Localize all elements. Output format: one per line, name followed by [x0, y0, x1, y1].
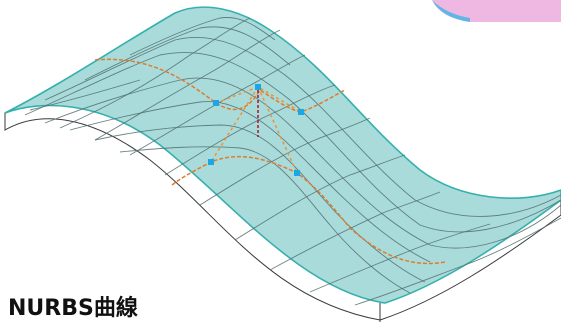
control-point-lower-right-icon[interactable]	[294, 170, 300, 176]
control-point-lower-left-icon[interactable]	[208, 159, 214, 165]
surface-grid-cross	[29, 17, 561, 306]
corner-accent	[432, 0, 561, 22]
control-point-right-icon[interactable]	[298, 109, 304, 115]
control-point-left-icon[interactable]	[213, 100, 219, 106]
control-point-top-icon[interactable]	[255, 84, 261, 90]
surface-grid	[24, 17, 561, 294]
diagram-caption: NURBS曲線	[8, 296, 138, 321]
control-points	[208, 84, 304, 176]
